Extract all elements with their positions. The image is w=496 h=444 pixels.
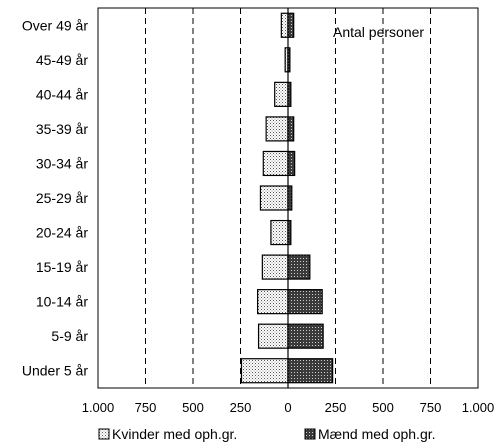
category-label: 45-49 år xyxy=(36,52,88,68)
x-tick-label: 750 xyxy=(420,400,442,415)
x-tick-label: 250 xyxy=(230,400,252,415)
x-tick-label: 500 xyxy=(182,400,204,415)
x-tick-label: 1.000 xyxy=(462,400,495,415)
bar-kvinder xyxy=(257,289,289,315)
bar-kvinder xyxy=(240,358,289,384)
category-label: 35-39 år xyxy=(36,121,88,137)
x-tick-label: 0 xyxy=(284,400,291,415)
category-label: 5-9 år xyxy=(51,328,88,344)
legend: Kvinder med oph.gr. Mænd med oph.gr. xyxy=(98,426,436,442)
bar-kvinder xyxy=(257,323,289,349)
legend-label-maend: Mænd med oph.gr. xyxy=(318,426,436,442)
x-tick-label: 750 xyxy=(135,400,157,415)
category-label: Over 49 år xyxy=(22,17,88,33)
x-tick-label: 250 xyxy=(325,400,347,415)
bar-kvinder xyxy=(261,254,289,280)
bar-maend xyxy=(287,323,324,349)
x-tick-labels: 1.000 750 500 250 0 250 500 750 1.000 xyxy=(82,400,495,415)
bar-maend xyxy=(287,289,323,315)
bar-maend xyxy=(287,116,295,142)
x-tick-label: 1.000 xyxy=(82,400,115,415)
grid-lines xyxy=(145,8,431,388)
legend-label-kvinder: Kvinder med oph.gr. xyxy=(112,426,237,442)
bar-kvinder xyxy=(280,12,289,38)
bar-maend xyxy=(287,150,296,177)
bar-kvinder xyxy=(265,116,289,142)
bars-group xyxy=(240,12,334,384)
bar-maend xyxy=(287,12,295,38)
bar-kvinder xyxy=(270,219,289,246)
bar-kvinder xyxy=(274,81,289,107)
category-labels: Over 49 år 45-49 år 40-44 år 35-39 år 30-34 … xyxy=(22,17,88,378)
chart-annotation: Antal personer xyxy=(333,24,424,40)
bar-maend xyxy=(287,358,334,384)
category-label: 10-14 år xyxy=(36,294,88,310)
legend-swatch-kvinder xyxy=(98,428,110,440)
bar-maend xyxy=(287,254,311,280)
category-label: 20-24 år xyxy=(36,225,88,241)
category-label: 15-19 år xyxy=(36,259,88,275)
bar-kvinder xyxy=(259,185,289,211)
category-label: 25-29 år xyxy=(36,190,88,206)
legend-swatch-maend xyxy=(304,428,316,440)
category-label: Under 5 år xyxy=(22,363,88,379)
category-label: 40-44 år xyxy=(36,86,88,102)
x-tick-label: 500 xyxy=(372,400,394,415)
category-label: 30-34 år xyxy=(36,155,88,171)
bar-kvinder xyxy=(262,150,289,177)
